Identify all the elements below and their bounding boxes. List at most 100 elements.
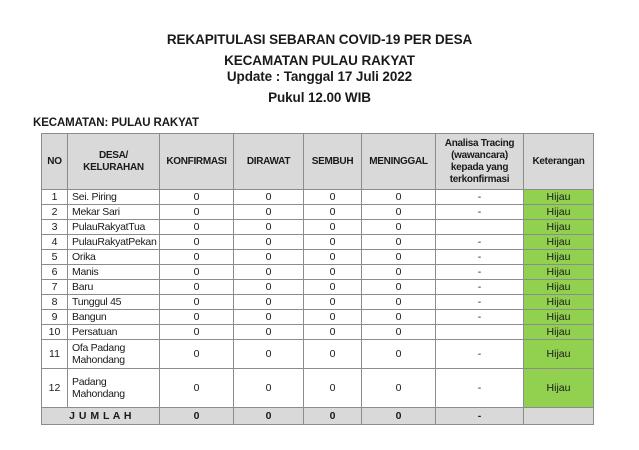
table-row: 3 PulauRakyatTua 0 0 0 0 Hijau (41, 219, 594, 235)
cell-analisa: - (435, 204, 524, 220)
cell-desa: Tunggul 45 (67, 294, 160, 310)
cell-sembuh: 0 (303, 324, 362, 340)
cell-dirawat: 0 (233, 339, 304, 369)
cell-no: 9 (41, 309, 68, 325)
cell-desa: Orika (67, 249, 160, 265)
cell-meninggal: 0 (361, 219, 436, 235)
cell-konfirmasi: 0 (159, 234, 234, 250)
table-row: 7 Baru 0 0 0 0- Hijau (41, 279, 594, 295)
table-row: 8 Tunggul 45 0 0 0 0- Hijau (41, 294, 594, 310)
cell-meninggal: 0 (361, 189, 436, 205)
cell-dirawat: 0 (233, 309, 304, 325)
cell-konfirmasi: 0 (159, 339, 234, 369)
table-row: 10 Persatuan 0 0 0 0 Hijau (41, 324, 594, 340)
cell-sembuh: 0 (303, 219, 362, 235)
cell-dirawat: 0 (233, 294, 304, 310)
cell-no: 10 (41, 324, 68, 340)
cell-konfirmasi: 0 (159, 368, 234, 408)
table-row: 9 Bangun 0 0 0 0- Hijau (41, 309, 594, 325)
report-time-line: Pukul 12.00 WIB (268, 90, 371, 105)
cell-analisa (435, 324, 524, 340)
cell-analisa: - (435, 234, 524, 250)
cell-no: 11 (41, 339, 68, 369)
header-dirawat: DIRAWAT (233, 133, 304, 190)
total-label: J U M L A H (41, 407, 160, 425)
cell-konfirmasi: 0 (159, 324, 234, 340)
covid-recap-table: NO DESA/ KELURAHAN KONFIRMASI DIRAWAT SE… (41, 133, 594, 425)
header-keterangan: Keterangan (523, 133, 594, 190)
cell-meninggal: 0 (361, 204, 436, 220)
cell-meninggal: 0 (361, 309, 436, 325)
total-konfirmasi: 0 (159, 407, 234, 425)
cell-meninggal: 0 (361, 279, 436, 295)
cell-analisa: - (435, 279, 524, 295)
cell-no: 5 (41, 249, 68, 265)
cell-sembuh: 0 (303, 309, 362, 325)
cell-keterangan: Hijau (523, 264, 594, 280)
cell-keterangan: Hijau (523, 279, 594, 295)
cell-no: 7 (41, 279, 68, 295)
cell-analisa: - (435, 339, 524, 369)
cell-keterangan: Hijau (523, 324, 594, 340)
table-row: 2 Mekar Sari 0 0 0 0- Hijau (41, 204, 594, 220)
cell-konfirmasi: 0 (159, 204, 234, 220)
cell-desa: Ofa Padang Mahondang (67, 339, 160, 369)
cell-desa: Manis (67, 264, 160, 280)
cell-meninggal: 0 (361, 339, 436, 369)
table-row: 5 Orika 0 0 0 0- Hijau (41, 249, 594, 265)
cell-desa: PulauRakyatTua (67, 219, 160, 235)
cell-sembuh: 0 (303, 234, 362, 250)
cell-keterangan: Hijau (523, 219, 594, 235)
cell-desa: PulauRakyatPekan (67, 234, 160, 250)
report-title-block: REKAPITULASI SEBARAN COVID-19 PER DESA K… (0, 0, 639, 106)
cell-sembuh: 0 (303, 249, 362, 265)
cell-konfirmasi: 0 (159, 264, 234, 280)
cell-analisa: - (435, 309, 524, 325)
cell-sembuh: 0 (303, 368, 362, 408)
header-row: NO DESA/ KELURAHAN KONFIRMASI DIRAWAT SE… (41, 133, 594, 190)
table-row: 12 Padang Mahondang 0 0 0 0- Hijau (41, 368, 594, 408)
cell-dirawat: 0 (233, 264, 304, 280)
cell-no: 8 (41, 294, 68, 310)
total-row: J U M L A H 0 0 0 0 - (41, 407, 594, 425)
table-row: 6 Manis 0 0 0 0- Hijau (41, 264, 594, 280)
table-row: 1 Sei. Piring 0 0 0 0- Hijau (41, 189, 594, 205)
report-update-line: Update : Tanggal 17 Juli 2022 (226, 69, 413, 84)
header-meninggal: MENINGGAL (361, 133, 436, 190)
table-body: 1 Sei. Piring 0 0 0 0- Hijau 2 Mekar Sari 0 0 0 0- Hi… (41, 189, 594, 408)
table-row: 11 Ofa Padang Mahondang 0 0 0 0- Hijau (41, 339, 594, 369)
cell-sembuh: 0 (303, 339, 362, 369)
total-meninggal: 0 (361, 407, 436, 425)
cell-keterangan: Hijau (523, 249, 594, 265)
cell-dirawat: 0 (233, 219, 304, 235)
cell-konfirmasi: 0 (159, 294, 234, 310)
cell-desa: Sei. Piring (67, 189, 160, 205)
cell-sembuh: 0 (303, 204, 362, 220)
total-sembuh: 0 (303, 407, 362, 425)
cell-no: 4 (41, 234, 68, 250)
cell-konfirmasi: 0 (159, 189, 234, 205)
cell-konfirmasi: 0 (159, 279, 234, 295)
cell-dirawat: 0 (233, 189, 304, 205)
cell-meninggal: 0 (361, 294, 436, 310)
cell-sembuh: 0 (303, 279, 362, 295)
cell-konfirmasi: 0 (159, 249, 234, 265)
cell-desa: Persatuan (67, 324, 160, 340)
cell-no: 12 (41, 368, 68, 408)
cell-dirawat: 0 (233, 249, 304, 265)
cell-dirawat: 0 (233, 204, 304, 220)
total-analisa: - (435, 407, 524, 425)
cell-konfirmasi: 0 (159, 219, 234, 235)
cell-desa: Padang Mahondang (67, 368, 160, 408)
table-row: 4 PulauRakyatPekan 0 0 0 0- Hijau (41, 234, 594, 250)
cell-meninggal: 0 (361, 324, 436, 340)
report-title: REKAPITULASI SEBARAN COVID-19 PER DESA (166, 32, 473, 47)
cell-meninggal: 0 (361, 249, 436, 265)
cell-no: 2 (41, 204, 68, 220)
cell-keterangan: Hijau (523, 234, 594, 250)
cell-keterangan: Hijau (523, 204, 594, 220)
cell-keterangan: Hijau (523, 294, 594, 310)
cell-konfirmasi: 0 (159, 309, 234, 325)
cell-keterangan: Hijau (523, 368, 594, 408)
cell-desa: Baru (67, 279, 160, 295)
